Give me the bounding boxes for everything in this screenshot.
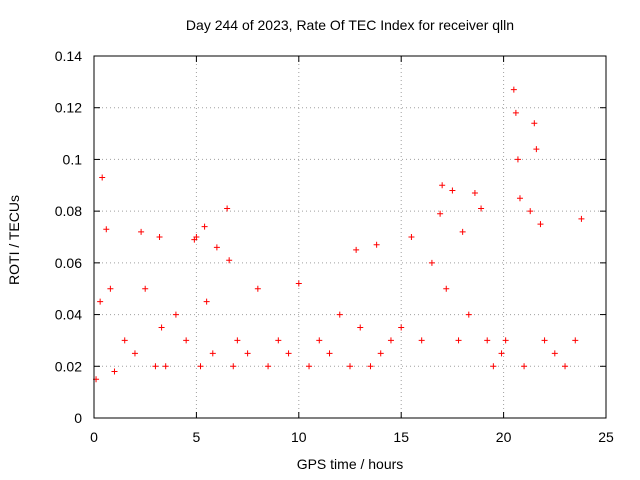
data-point [527, 208, 534, 215]
y-tick-label: 0.08 [55, 203, 82, 219]
data-point [234, 337, 241, 344]
data-point [537, 221, 544, 228]
data-point [367, 363, 374, 370]
data-point [97, 298, 104, 305]
data-point [465, 311, 472, 318]
y-tick-label: 0.14 [55, 48, 82, 64]
data-point [490, 363, 497, 370]
data-point [99, 174, 106, 181]
y-tick-label: 0.12 [55, 100, 82, 116]
x-tick-label: 20 [496, 429, 512, 445]
data-point [562, 363, 569, 370]
y-tick-label: 0.02 [55, 358, 82, 374]
data-point [111, 368, 118, 375]
data-point [484, 337, 491, 344]
data-point [201, 223, 208, 230]
data-point [138, 228, 145, 235]
data-point [418, 337, 425, 344]
data-point [531, 120, 538, 127]
y-tick-label: 0.1 [63, 151, 83, 167]
tick-labels: 0 5 10 15 20 25 0 0.02 0.04 0.06 0.08 0.1 0.12 0.14 [55, 48, 614, 445]
data-point [521, 363, 528, 370]
data-point [408, 234, 415, 240]
data-point [295, 280, 302, 287]
data-point [158, 324, 165, 331]
data-point [265, 363, 272, 370]
y-axis-label: ROTI / TECUs [6, 195, 22, 285]
data-point [152, 363, 159, 370]
x-tick-label: 25 [598, 429, 614, 445]
data-point [203, 298, 210, 305]
data-point [353, 246, 360, 253]
data-point [387, 337, 394, 344]
data-point [183, 337, 190, 344]
data-point [541, 337, 548, 344]
data-point [285, 350, 292, 357]
data-point [398, 324, 405, 331]
y-tick-label: 0.04 [55, 307, 82, 323]
data-point [121, 337, 128, 344]
data-point [209, 350, 216, 357]
x-tick-label: 0 [90, 429, 98, 445]
data-point [428, 259, 435, 266]
x-tick-label: 15 [393, 429, 409, 445]
data-point [455, 337, 462, 344]
data-point [224, 205, 231, 212]
data-point [254, 285, 261, 292]
data-point [510, 86, 517, 93]
data-point [275, 337, 282, 344]
data-point [336, 311, 343, 318]
data-point [533, 146, 540, 153]
data-point [306, 363, 313, 370]
data-point [316, 337, 323, 344]
x-tick-label: 10 [291, 429, 307, 445]
data-point [502, 337, 509, 344]
data-point [162, 363, 169, 370]
x-axis-label: GPS time / hours [296, 456, 404, 472]
data-point [131, 350, 138, 357]
data-point [377, 350, 384, 357]
data-point [551, 350, 558, 357]
data-point [498, 350, 505, 357]
data-point [512, 109, 519, 116]
y-tick-label: 0 [74, 410, 82, 426]
data-point [244, 350, 251, 357]
data-points [93, 86, 585, 383]
data-point [578, 215, 585, 222]
data-point [326, 350, 333, 357]
grid-lines [94, 56, 606, 418]
data-point [103, 226, 110, 233]
data-point [347, 363, 353, 370]
data-point [514, 156, 521, 163]
data-point [230, 363, 237, 370]
data-point [226, 257, 233, 264]
data-point [193, 234, 200, 240]
y-tick-label: 0.06 [55, 255, 82, 271]
data-point [439, 182, 446, 189]
data-point [437, 210, 444, 217]
data-point [357, 324, 364, 331]
plot-frame [93, 55, 607, 419]
data-point [572, 337, 579, 344]
chart-title: Day 244 of 2023, Rate Of TEC Index for r… [185, 17, 515, 33]
data-point [156, 234, 163, 240]
data-point [478, 205, 485, 212]
data-point [459, 228, 466, 235]
data-point [197, 363, 204, 370]
data-point [172, 311, 179, 318]
data-point [107, 285, 114, 292]
data-point [443, 285, 450, 292]
data-point [373, 241, 380, 248]
data-point [471, 190, 478, 197]
data-point [449, 187, 456, 194]
data-point [516, 195, 523, 202]
axis-ticks [93, 55, 607, 419]
data-point [213, 244, 220, 251]
data-point [142, 285, 149, 292]
x-tick-label: 5 [193, 429, 201, 445]
